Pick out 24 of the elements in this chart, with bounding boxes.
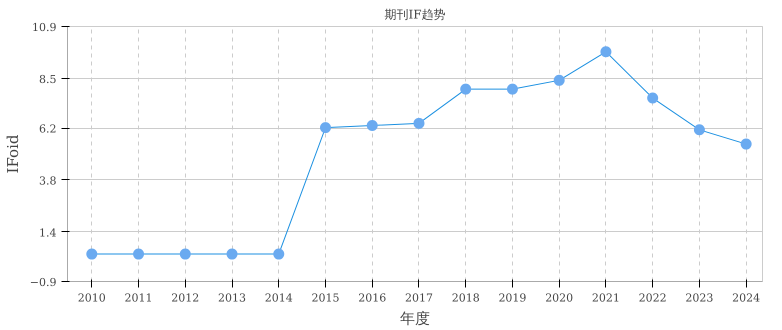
x-tick-label: 2017 bbox=[404, 292, 433, 304]
x-tick-label: 2020 bbox=[545, 292, 574, 304]
y-tick-label: 8.5 bbox=[39, 72, 57, 86]
x-tick-label: 2010 bbox=[78, 292, 106, 304]
x-axis-title: 年度 bbox=[400, 310, 430, 328]
x-tick-label: 2011 bbox=[124, 292, 153, 304]
y-tick-label: −0.9 bbox=[30, 276, 57, 289]
y-axis-title: IFoid bbox=[4, 134, 22, 174]
y-tick-label: 3.8 bbox=[39, 174, 57, 188]
x-tick-label: 2016 bbox=[358, 292, 386, 304]
x-tick-label: 2024 bbox=[732, 292, 760, 304]
x-tick-label: 2023 bbox=[685, 292, 714, 304]
y-tick-label: 6.2 bbox=[39, 122, 57, 136]
x-tick-label: 2014 bbox=[264, 292, 293, 304]
y-tick-label: 10.9 bbox=[32, 21, 57, 34]
x-tick-label: 2018 bbox=[452, 292, 480, 304]
chart-title: 期刊IF趋势 bbox=[384, 8, 446, 22]
x-tick-label: 2022 bbox=[638, 292, 667, 304]
x-tick-label: 2021 bbox=[592, 292, 620, 304]
x-tick-label: 2013 bbox=[218, 292, 246, 304]
x-tick-label: 2012 bbox=[171, 292, 200, 304]
x-tick-label: 2015 bbox=[312, 292, 340, 304]
x-tick-label: 2019 bbox=[498, 292, 526, 304]
y-tick-label: 1.4 bbox=[39, 226, 57, 240]
